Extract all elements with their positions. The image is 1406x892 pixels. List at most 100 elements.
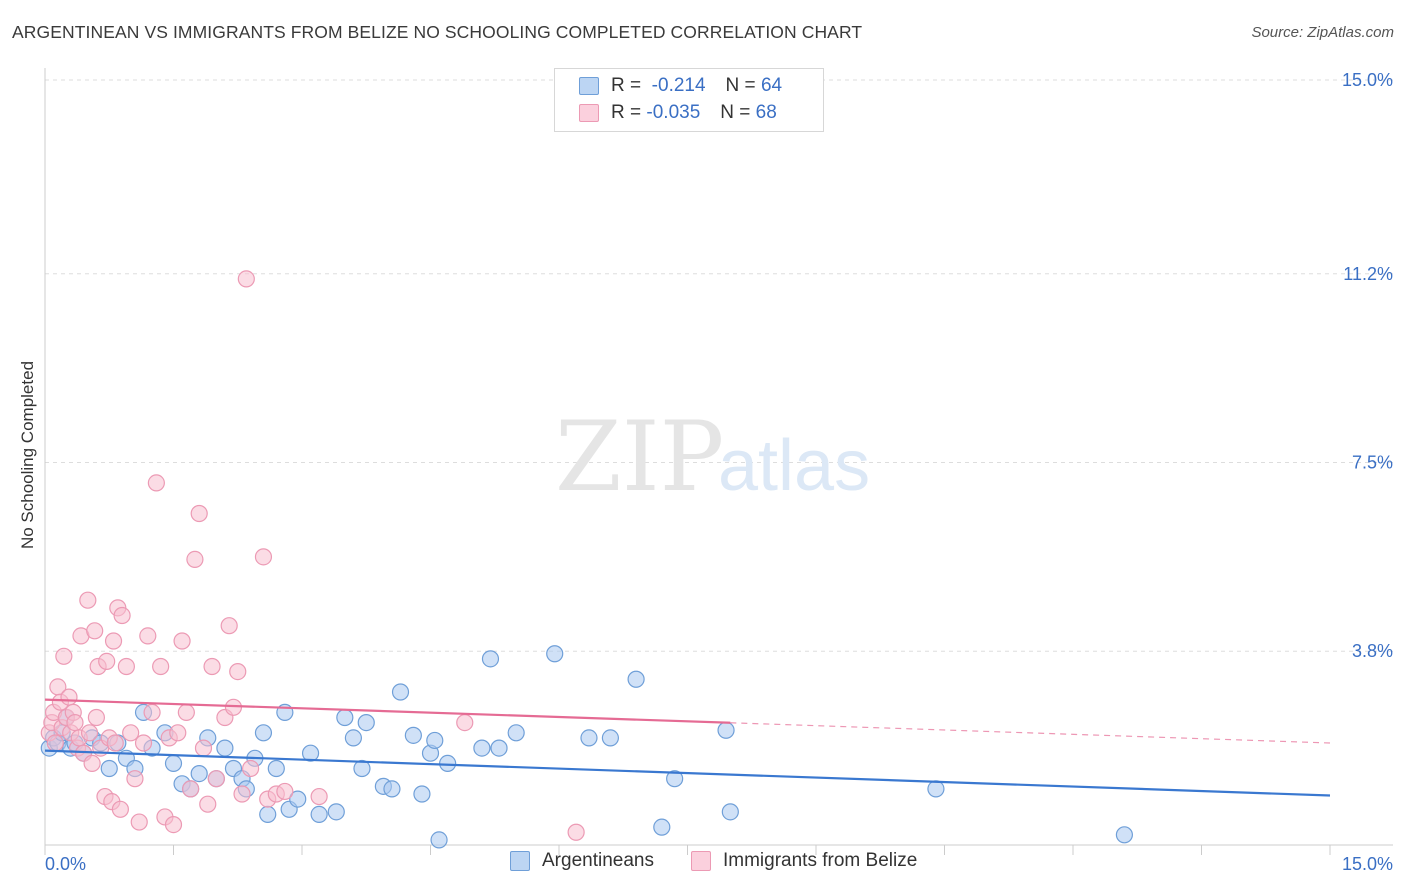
argentinean-point xyxy=(259,805,277,824)
series-swatch-pink xyxy=(691,851,711,871)
argentinean-point xyxy=(164,754,183,773)
argentinean-point xyxy=(430,831,448,849)
argentinean-point xyxy=(439,754,457,773)
series-label: Immigrants from Belize xyxy=(723,850,918,871)
belize-point xyxy=(46,734,64,752)
argentinean-point xyxy=(404,726,422,744)
y-tick-label: 15.0% xyxy=(1342,70,1393,90)
argentinean-point xyxy=(507,724,525,742)
argentinean-point xyxy=(721,803,739,821)
belize-point xyxy=(224,698,243,716)
belize-point xyxy=(233,785,251,803)
series-legend-argentineans: Argentineans xyxy=(510,850,654,872)
axis-layer: 3.8% 7.5% 11.2% 15.0% 0.0% 15.0% xyxy=(44,68,1393,874)
argentinean-point xyxy=(383,780,401,798)
legend-n-value: 64 xyxy=(760,75,783,96)
trend-layer xyxy=(44,698,1331,797)
argentinean-point xyxy=(666,770,684,788)
argentinean-point xyxy=(473,739,491,757)
belize-point xyxy=(152,657,170,676)
legend-r-value: -0.214 xyxy=(651,75,706,96)
legend-r-value: -0.035 xyxy=(646,102,701,123)
legend-swatch-pink xyxy=(579,104,599,122)
argentinean-point xyxy=(353,759,371,778)
argentinean-point xyxy=(1115,826,1134,844)
legend-r-label: R = xyxy=(611,102,642,123)
belize-point xyxy=(147,474,165,492)
belize-point xyxy=(242,759,260,778)
argentinean-point xyxy=(653,818,671,836)
argentinean-point xyxy=(601,729,620,747)
series-swatch-blue xyxy=(510,851,530,871)
belize-point xyxy=(229,662,247,681)
x-tick-label: 0.0% xyxy=(45,854,86,874)
belize-point xyxy=(220,617,238,635)
belize-point xyxy=(83,754,101,773)
belize-point xyxy=(60,688,78,706)
belize-point xyxy=(122,724,140,742)
series-legend-belize: Immigrants from Belize xyxy=(691,850,917,872)
argentinean-point xyxy=(580,729,598,747)
argentinean-point xyxy=(927,780,945,798)
belize-point xyxy=(66,713,84,732)
argentinean-point xyxy=(336,708,354,727)
belize-point xyxy=(190,504,208,523)
belize-point xyxy=(276,782,294,801)
argentinean-point xyxy=(490,739,508,757)
chart-title: ARGENTINEAN VS IMMIGRANTS FROM BELIZE NO… xyxy=(12,22,863,42)
argentinean-point xyxy=(216,739,234,757)
legend-n-value: 68 xyxy=(755,102,777,123)
legend-swatch-blue xyxy=(579,77,599,95)
belize-point xyxy=(113,606,131,625)
grid-layer xyxy=(45,79,1393,652)
belize-point xyxy=(55,647,73,665)
argentinean-point xyxy=(357,713,375,732)
belize-point xyxy=(173,632,191,650)
argentinean-point xyxy=(100,759,118,778)
argentinean-point xyxy=(426,731,444,750)
belize-point xyxy=(126,770,144,788)
legend-n-label: N = xyxy=(725,75,756,96)
belize-point xyxy=(87,708,106,727)
watermark-zip: ZIP xyxy=(555,401,724,513)
belize-point xyxy=(139,627,157,645)
trend-line-dashed xyxy=(730,722,1331,744)
belize-point xyxy=(80,724,99,742)
belize-point xyxy=(164,815,183,834)
belize-point xyxy=(98,652,116,671)
y-tick-label: 3.8% xyxy=(1352,641,1393,661)
legend-n-label: N = xyxy=(720,102,751,123)
argentinean-point xyxy=(546,645,564,663)
argentinean-point xyxy=(327,803,345,821)
argentinean-point xyxy=(391,683,410,701)
argentinean-point xyxy=(481,650,500,668)
belize-point xyxy=(130,813,148,831)
argentinean-point xyxy=(301,744,320,762)
belize-point xyxy=(104,632,123,650)
trend-line-solid xyxy=(44,698,731,724)
belize-point xyxy=(86,622,104,640)
series-label: Argentineans xyxy=(542,850,654,871)
belize-point xyxy=(117,657,135,676)
trend-line-solid xyxy=(44,749,1331,797)
belize-point xyxy=(194,739,213,757)
legend-row-belize: R = -0.035 N = 68 xyxy=(579,100,777,126)
watermark: ZIP atlas xyxy=(555,401,870,513)
belize-point xyxy=(567,823,585,841)
belize-point xyxy=(254,548,273,566)
argentinean-point xyxy=(413,785,431,803)
belize-point xyxy=(186,550,204,569)
belize-point xyxy=(203,657,221,676)
belize-point xyxy=(237,270,255,288)
belize-point xyxy=(111,800,129,818)
watermark-atlas: atlas xyxy=(718,426,870,506)
belize-point xyxy=(207,770,225,788)
legend-row-argentineans: R = -0.214 N = 64 xyxy=(579,73,782,99)
belize-point xyxy=(134,734,153,752)
belize-point xyxy=(199,795,217,813)
belize-point xyxy=(169,724,187,742)
argentinean-point xyxy=(627,670,645,688)
argentinean-point xyxy=(190,764,208,783)
argentinean-point xyxy=(254,724,273,742)
belize-point xyxy=(106,734,124,752)
